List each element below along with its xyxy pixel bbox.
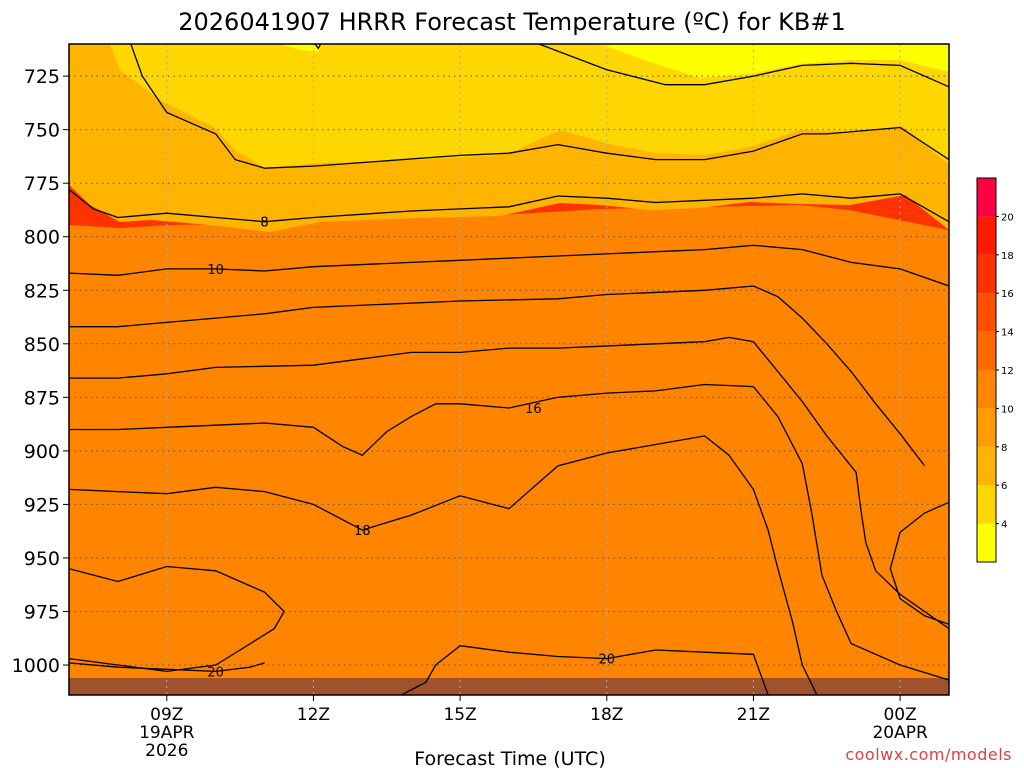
contour-label-16: 16 <box>525 402 542 417</box>
y-tick-label: 900 <box>24 441 60 463</box>
x-tick-label: 19APR <box>139 723 195 743</box>
colorbar-tick-label: 12 <box>1001 366 1014 377</box>
colorbar-tick-label: 4 <box>1001 520 1007 531</box>
grid-lines <box>69 44 949 695</box>
contour-label-20: 20 <box>599 653 616 668</box>
colorbar-segment <box>977 331 996 370</box>
y-tick-label: 825 <box>24 280 60 302</box>
colorbar-segment <box>977 216 996 255</box>
contour-label-18: 18 <box>354 524 371 539</box>
x-tick-label: 09Z <box>150 705 183 725</box>
x-tick-label: 20APR <box>872 723 928 743</box>
colorbar: 4 6 8 10 12 14 16 18 20 <box>976 177 1014 563</box>
contour-line-6 <box>130 44 949 169</box>
contour-line-10 <box>69 244 949 287</box>
colorbar-tick-label: 10 <box>1001 404 1014 415</box>
y-axis-ticks: 725 750 775 800 825 850 875 900 925 950 975 1000 <box>12 66 69 677</box>
y-tick-label: 850 <box>24 334 60 356</box>
contour-line-16 <box>889 501 949 625</box>
colorbar-tick-label: 20 <box>1001 212 1014 223</box>
y-tick-label: 950 <box>24 548 60 570</box>
surface-ground <box>69 678 949 695</box>
colorbar-segment <box>977 408 996 447</box>
contour-line-18 <box>69 435 818 695</box>
fill-10-12 <box>69 205 949 695</box>
contour-label-20: 20 <box>207 665 224 680</box>
y-tick-label: 875 <box>24 387 60 409</box>
contour-line-16 <box>69 383 949 681</box>
colorbar-segment <box>977 370 996 409</box>
y-tick-label: 775 <box>24 173 60 195</box>
x-tick-label: 15Z <box>443 705 476 725</box>
contour-label-8: 8 <box>260 216 268 231</box>
colorbar-segment <box>977 293 996 332</box>
fill-2-4 <box>600 44 949 78</box>
contour-line-20 <box>69 565 285 673</box>
contour-label-10: 10 <box>207 263 224 278</box>
plot-frame <box>68 43 950 696</box>
contour-line-20 <box>69 662 265 673</box>
credit-text[interactable]: coolwx.com/models <box>845 745 1012 764</box>
x-axis-label: Forecast Time (UTC) <box>414 748 605 768</box>
contour-lines <box>69 44 949 695</box>
fill-4-6-notch <box>280 44 322 52</box>
temperature-fill-layer <box>69 44 949 695</box>
contour-line-8 <box>69 189 949 223</box>
colorbar-segment <box>977 178 996 217</box>
colorbar-segment <box>977 446 996 486</box>
colorbar-tick-label: 18 <box>1001 251 1014 262</box>
colorbar-tick-label: 8 <box>1001 443 1007 454</box>
contour-line-14 <box>69 336 949 630</box>
y-tick-label: 1000 <box>12 655 60 677</box>
colorbar-tick-label: 6 <box>1001 481 1007 492</box>
y-tick-label: 975 <box>24 601 60 623</box>
x-tick-label: 2026 <box>145 741 188 761</box>
contour-labels: 8 10 16 18 20 20 <box>207 216 616 681</box>
colorbar-segment <box>977 254 996 294</box>
contour-line-12 <box>69 285 926 467</box>
colorbar-segment <box>977 485 996 524</box>
y-tick-label: 925 <box>24 494 60 516</box>
x-tick-label: 00Z <box>883 705 916 725</box>
colorbar-segment <box>977 523 996 562</box>
y-tick-label: 800 <box>24 227 60 249</box>
colorbar-tick-label: 16 <box>1001 289 1014 300</box>
y-tick-label: 725 <box>24 66 60 88</box>
colorbar-tick-label: 14 <box>1001 328 1014 339</box>
chart-title: 2026041907 HRRR Forecast Temperature (ºC… <box>178 8 846 36</box>
fill-4-6 <box>110 44 949 168</box>
y-tick-label: 750 <box>24 120 60 142</box>
x-tick-label: 18Z <box>590 705 623 725</box>
contour-line-20 <box>401 645 769 695</box>
x-tick-label: 21Z <box>737 705 770 725</box>
contour-line-4 <box>537 44 949 88</box>
x-tick-label: 12Z <box>297 705 330 725</box>
